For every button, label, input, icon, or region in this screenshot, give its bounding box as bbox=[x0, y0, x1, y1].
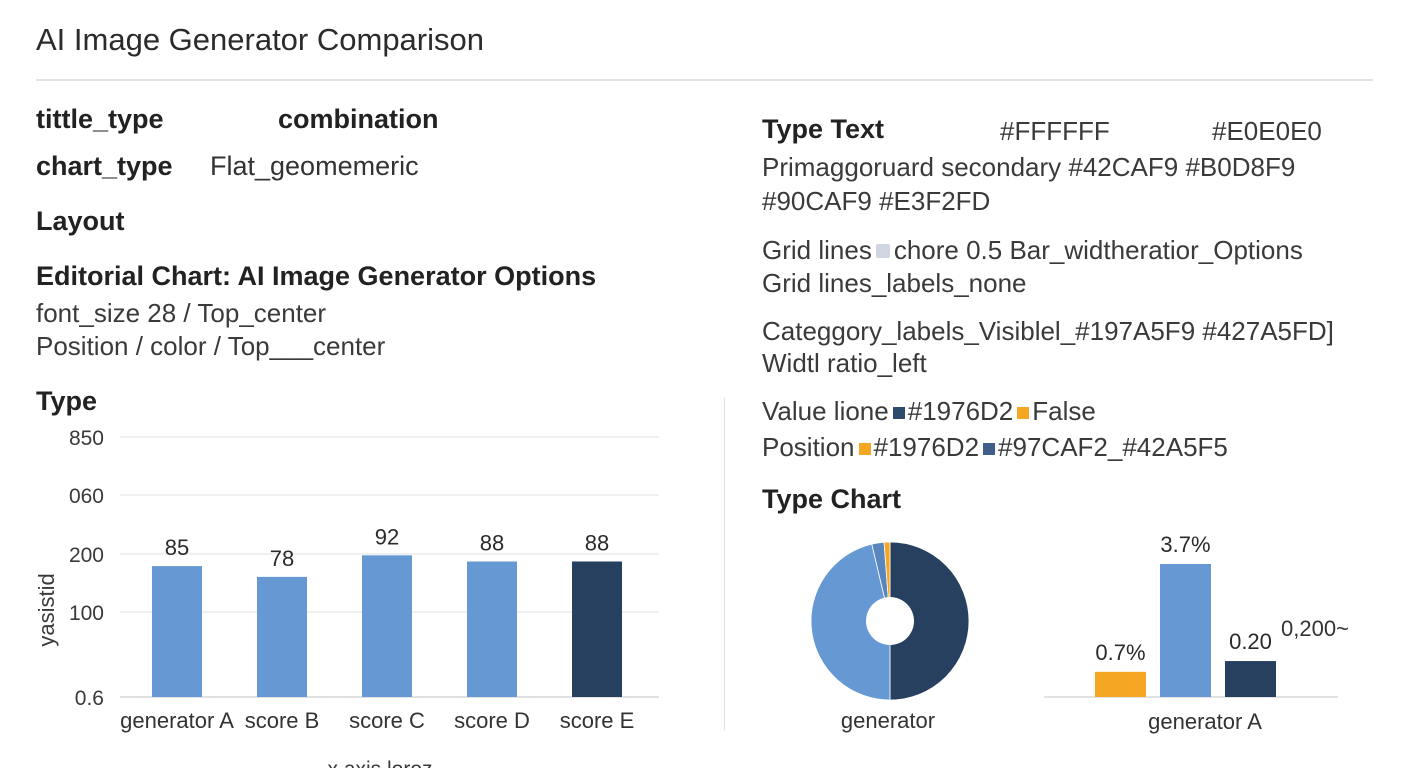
title-divider bbox=[36, 79, 1373, 81]
y-tick-label: 0.6 bbox=[75, 687, 104, 710]
layout-key: Layout bbox=[36, 206, 125, 236]
small-bar-data-label: 0.7% bbox=[1095, 640, 1145, 665]
bar-y-ticks: 850 060 200 100 0.6 bbox=[69, 427, 104, 710]
grid-lines-detail: chore 0.5 Bar_widtheratior_Options bbox=[893, 235, 1303, 265]
section-divider bbox=[724, 398, 725, 730]
position-colors-line: Position #1976D2 #97CAF2_#42A5F5 bbox=[762, 432, 1228, 463]
bar-data-label: 92 bbox=[375, 524, 399, 549]
position-line-color-2: #97CAF2_#42A5F5 bbox=[998, 432, 1228, 462]
donut-label: generator bbox=[841, 708, 935, 733]
bar bbox=[152, 566, 202, 697]
small-bar-data-label: 0.20 bbox=[1229, 629, 1272, 654]
tittle-type-key: tittle_type bbox=[36, 104, 164, 134]
bar-data-label: 88 bbox=[480, 530, 504, 555]
y-tick-label: 200 bbox=[69, 544, 104, 567]
x-axis-label: x axis loroz bbox=[327, 758, 432, 768]
editorial-title: Editorial Chart: AI Image Generator Opti… bbox=[36, 261, 597, 291]
small-bar-data-labels: 0.7% 3.7% 0.20 bbox=[1095, 532, 1271, 665]
type-text-key: Type Text bbox=[762, 114, 885, 144]
y-axis-label: yasistid bbox=[34, 573, 59, 646]
x-tick-label: score B bbox=[245, 708, 320, 733]
navy-swatch-icon bbox=[892, 407, 905, 419]
primary-colors-line-2: #90CAF9 #E3F2FD bbox=[762, 186, 991, 216]
grid-lines-label: Grid lines bbox=[762, 235, 872, 265]
donut-slice bbox=[889, 541, 970, 701]
bar-data-label: 85 bbox=[165, 535, 189, 560]
small-bar bbox=[1095, 671, 1146, 697]
width-ratio-line: Widtl ratio_left bbox=[762, 348, 927, 378]
type-chart-heading: Type Chart bbox=[762, 484, 902, 514]
position-line-color-1: #1976D2 bbox=[873, 432, 980, 462]
donut-chart: generator bbox=[810, 541, 970, 733]
slate-swatch-icon bbox=[983, 443, 996, 455]
type-heading: Type bbox=[36, 386, 98, 416]
value-line: Value lione #1976D2 False bbox=[762, 396, 1096, 427]
bar-data-label: 78 bbox=[270, 546, 294, 571]
bar bbox=[257, 576, 307, 697]
orange-swatch-icon bbox=[858, 443, 871, 455]
small-bar-chart: 0.7% 3.7% 0.20 0,200~ generator A bbox=[1044, 532, 1349, 734]
position-line: Position / color / Top___center bbox=[36, 331, 386, 361]
y-tick-label: 060 bbox=[69, 485, 104, 508]
grid-labels-line: Grid lines_labels_none bbox=[762, 268, 1027, 298]
bar bbox=[362, 555, 412, 697]
chart-type-value: Flat_geomemeric bbox=[210, 151, 419, 181]
chart-type-key: chart_type bbox=[36, 151, 173, 181]
font-size-line: font_size 28 / Top_center bbox=[36, 298, 327, 328]
bar-data-label: 88 bbox=[585, 530, 609, 555]
small-bar-data-label: 3.7% bbox=[1160, 532, 1210, 557]
bar-series bbox=[152, 555, 622, 697]
category-labels-line: Categgory_labels_Visiblel_#197A5F9 #427A… bbox=[762, 316, 1334, 346]
x-tick-label: score E bbox=[560, 708, 635, 733]
small-bar-side-annotation: 0,200~ bbox=[1281, 616, 1349, 641]
type-text-color-1: #FFFFFF bbox=[1000, 116, 1110, 146]
value-line-color-1: #1976D2 bbox=[907, 396, 1014, 426]
small-bar bbox=[1160, 564, 1211, 697]
primary-colors-line: Primaggoruard secondary #42CAF9 #B0D8F9 bbox=[762, 152, 1296, 182]
position-line-label: Position bbox=[762, 432, 855, 462]
small-bar bbox=[1225, 661, 1276, 697]
bar bbox=[467, 561, 517, 697]
bar-chart: 850 060 200 100 0.6 85 78 92 88 88 generator A sc… bbox=[34, 427, 659, 768]
donut-hole bbox=[866, 597, 914, 645]
x-tick-label: generator A bbox=[120, 708, 234, 733]
small-bar-series bbox=[1095, 564, 1276, 697]
value-line-label: Value lione bbox=[762, 396, 889, 426]
grid-lines-line: Grid lines chore 0.5 Bar_widtheratior_Opt… bbox=[762, 235, 1303, 266]
value-line-color-2: False bbox=[1032, 396, 1096, 426]
x-tick-label: score D bbox=[454, 708, 530, 733]
donut-slice bbox=[810, 543, 891, 701]
donut-slices bbox=[810, 541, 970, 701]
y-tick-label: 100 bbox=[69, 602, 104, 625]
bar-x-ticks: generator A score B score C score D score E bbox=[120, 708, 634, 733]
bar bbox=[572, 561, 622, 697]
blurred-glyph-icon bbox=[875, 244, 890, 258]
page-title: AI Image Generator Comparison bbox=[36, 22, 484, 57]
orange-swatch-icon bbox=[1017, 407, 1030, 419]
tittle-type-value: combination bbox=[278, 104, 439, 134]
type-text-color-2: #E0E0E0 bbox=[1212, 116, 1322, 146]
x-tick-label: score C bbox=[349, 708, 425, 733]
y-tick-label: 850 bbox=[69, 427, 104, 450]
small-bar-x-label: generator A bbox=[1148, 709, 1262, 734]
bar-data-labels: 85 78 92 88 88 bbox=[165, 524, 609, 571]
